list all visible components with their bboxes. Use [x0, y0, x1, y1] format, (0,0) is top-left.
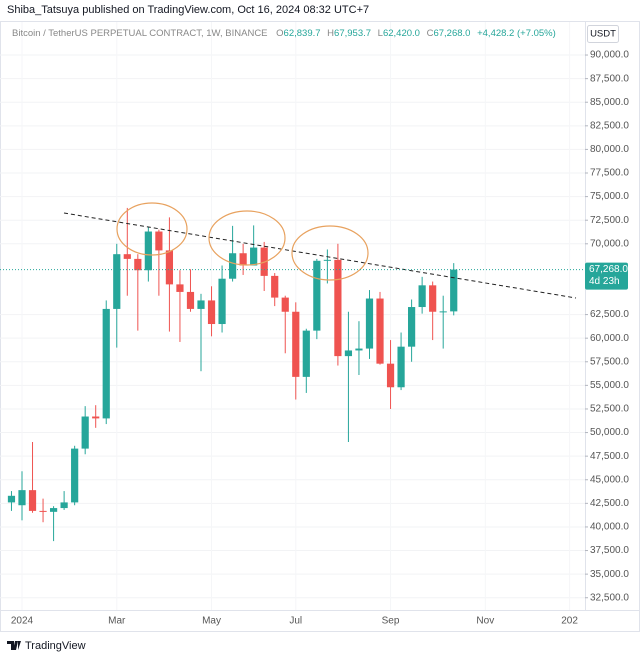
candle-body: [113, 254, 121, 309]
candle-body: [439, 311, 447, 313]
legend: Bitcoin / TetherUS PERPETUAL CONTRACT, 1…: [12, 28, 556, 39]
highlight-ellipse: [291, 225, 369, 281]
candle-body: [344, 350, 353, 357]
y-tick-label: 37,500.0: [590, 545, 629, 556]
candle-body: [334, 259, 342, 357]
candle-body: [408, 307, 416, 347]
highlight-ellipse: [208, 210, 286, 266]
candles: [7, 207, 458, 542]
logo: [7, 641, 21, 650]
x-tick-label: 2024: [11, 616, 34, 627]
symbol: Bitcoin / TetherUS PERPETUAL CONTRACT, 1…: [12, 28, 268, 39]
candle-body: [155, 231, 163, 251]
candle-body: [176, 284, 184, 292]
candle-body: [313, 260, 321, 331]
y-tick-label: 47,500.0: [590, 451, 629, 462]
x-tick-label: Jul: [289, 616, 302, 627]
candle-body: [49, 508, 58, 512]
candle-body: [250, 247, 258, 266]
ohlc-prefix: O: [276, 28, 283, 39]
candle-body: [365, 298, 374, 349]
candle-body: [386, 363, 395, 388]
candle-body: [450, 269, 458, 312]
candle-body: [281, 297, 289, 312]
candle-body: [292, 311, 300, 377]
y-tick-label: 45,000.0: [590, 474, 629, 485]
y-tick-label: 32,500.0: [590, 592, 629, 603]
y-tick-label: 82,500.0: [590, 120, 629, 131]
y-tick-label: 77,500.0: [590, 168, 629, 179]
candle-body: [207, 300, 216, 325]
last-price-label: 67,268.0: [589, 264, 628, 275]
ohlc-prefix: C: [427, 28, 434, 39]
candle-body: [302, 330, 310, 377]
y-tick-label: 75,000.0: [590, 191, 629, 202]
candle-body: [123, 254, 131, 259]
x-tick-label: Mar: [108, 616, 126, 627]
candle-body: [165, 250, 174, 285]
footer-logo: [7, 641, 21, 650]
candle-body: [323, 259, 331, 261]
trend-line: [63, 212, 577, 299]
candle-body: [429, 285, 437, 312]
highlight-ellipse: [116, 202, 188, 256]
candle-body: [397, 346, 405, 388]
candle-body: [7, 495, 16, 503]
y-tick-label: 70,000.0: [590, 238, 629, 249]
candle-body: [39, 510, 47, 512]
y-tick-label: 80,000.0: [590, 144, 629, 155]
candle-body: [134, 258, 142, 271]
x-tick-label: Nov: [476, 616, 494, 627]
candle-body: [197, 300, 205, 309]
x-tick-label: 202: [561, 616, 578, 627]
candle-body: [218, 278, 226, 325]
publisher: Shiba_Tatsuya published on TradingView.c…: [7, 4, 369, 16]
candle-body: [81, 416, 89, 449]
y-tick-label: 52,500.0: [590, 404, 629, 415]
y-tick-label: 57,500.0: [590, 356, 629, 367]
y-tick-label: 85,000.0: [590, 97, 629, 108]
y-tick-label: 40,000.0: [590, 522, 629, 533]
y-tick-label: 35,000.0: [590, 569, 629, 580]
x-tick-label: Sep: [382, 616, 400, 627]
y-tick-label: 55,000.0: [590, 380, 629, 391]
candle-body: [92, 416, 100, 419]
candle-body: [28, 490, 37, 511]
candle-body: [60, 502, 68, 509]
ohlc-value: 67,268.0: [433, 28, 470, 39]
countdown: 4d 23h: [589, 276, 620, 287]
y-tick-label: 42,500.0: [590, 498, 629, 509]
x-tick-label: May: [202, 616, 221, 627]
candle-body: [271, 275, 279, 298]
y-tick-label: 87,500.0: [590, 73, 629, 84]
candle-body: [18, 490, 26, 506]
candle-body: [376, 298, 384, 364]
ohlc-value: 62,420.0: [383, 28, 420, 39]
candle-body: [355, 348, 363, 351]
candle-body: [102, 308, 110, 419]
candle-body: [418, 285, 426, 308]
currency-box[interactable]: [587, 25, 619, 43]
candle-body: [186, 291, 195, 309]
currency: USDT: [590, 29, 616, 40]
ohlc-value: 67,953.7: [334, 28, 371, 39]
y-tick-label: 90,000.0: [590, 50, 629, 61]
candle-body: [71, 448, 79, 503]
ohlc-value: 62,839.7: [284, 28, 321, 39]
candle-body: [239, 253, 247, 266]
brand: TradingView: [25, 640, 86, 652]
y-tick-label: 72,500.0: [590, 215, 629, 226]
change: +4,428.2 (+7.05%): [477, 28, 556, 39]
ohlc-prefix: L: [378, 28, 383, 39]
y-tick-label: 62,500.0: [590, 309, 629, 320]
candle-body: [228, 253, 237, 279]
ohlc-prefix: H: [327, 28, 334, 39]
y-tick-label: 60,000.0: [590, 333, 629, 344]
y-tick-label: 50,000.0: [590, 427, 629, 438]
last-price-box: [585, 262, 628, 290]
candle-body: [144, 231, 152, 271]
